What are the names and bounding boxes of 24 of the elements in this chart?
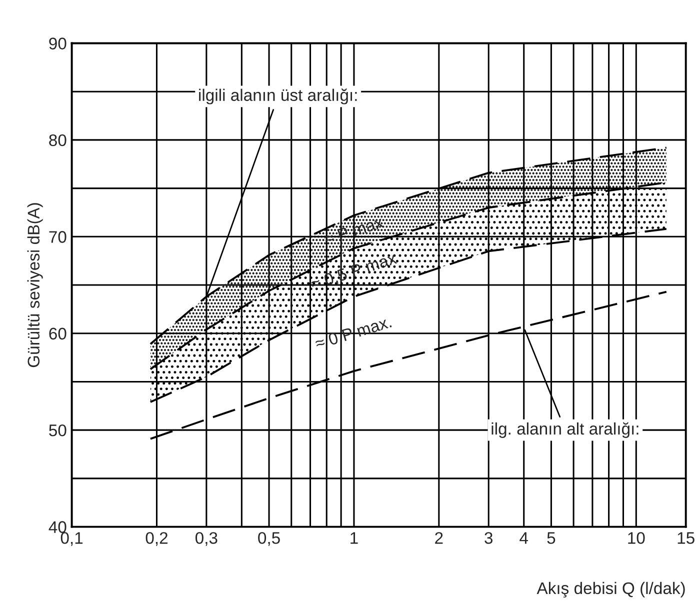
annotation: ≈ 0,5 P max	[310, 252, 398, 292]
x-tick-label: 15	[678, 532, 694, 544]
x-tick-label: 1	[350, 532, 358, 544]
x-tick-label: 0,3	[195, 532, 218, 546]
y-tick-label: 40	[48, 521, 66, 533]
x-tick-label: 3	[484, 532, 493, 544]
x-tick-label: 10	[628, 532, 645, 544]
x-tick-label: 0,2	[146, 532, 168, 546]
y-tick-label: 90	[49, 38, 66, 50]
annotation: ilg. alanın alt aralığı:	[492, 422, 638, 438]
x-tick-label: 2	[435, 532, 443, 544]
y-tick-label: 80	[49, 134, 66, 146]
x-tick-label: 0,1	[60, 532, 83, 546]
y-tick-label: 60	[49, 328, 66, 340]
y-tick-label: 70	[49, 231, 66, 243]
x-axis-title: Akış debisi Q (l/dak)	[536, 582, 685, 598]
annotation: ≈ P max	[323, 216, 384, 245]
annotation: ilgili alanın üst aralığı:	[199, 88, 357, 104]
y-axis-title: Gürültü seviyesi dB(A)	[27, 203, 43, 368]
x-tick-label: 0,5	[258, 532, 280, 546]
y-tick-label: 50	[49, 424, 66, 436]
x-tick-label: 5	[547, 532, 556, 544]
annotation: ≈ 0 P max.	[314, 316, 392, 350]
x-tick-label: 4	[520, 532, 528, 544]
